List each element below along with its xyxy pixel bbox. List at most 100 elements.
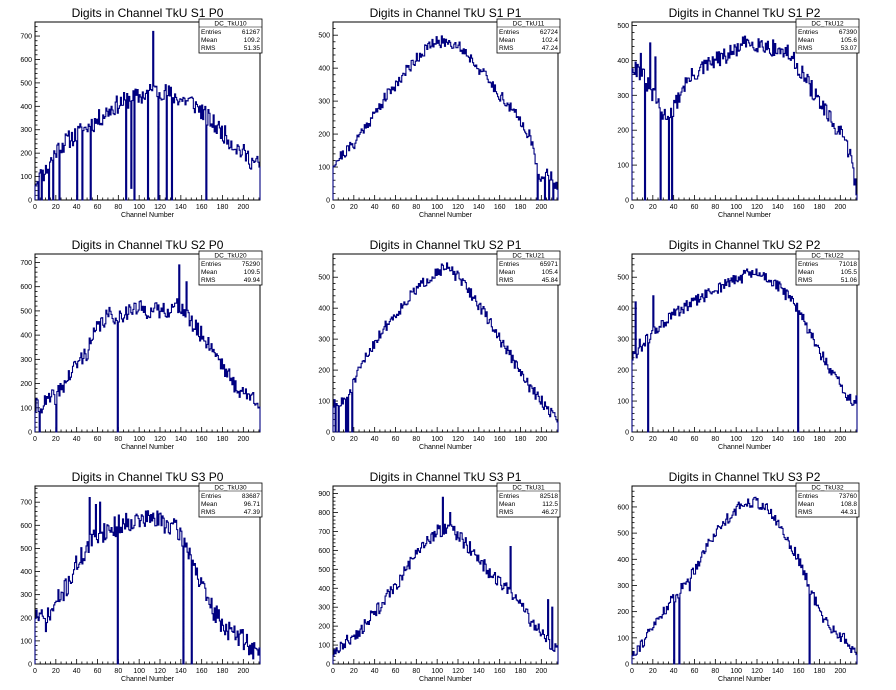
stats-rms-label: RMS: [499, 509, 514, 516]
panel-title: Digits in Channel TkU S2 P1: [370, 238, 522, 252]
y-tick-label: 200: [617, 368, 629, 375]
y-tick-label: 600: [20, 284, 32, 291]
stats-rms-value: 53.07: [841, 45, 858, 52]
x-tick-label: 120: [452, 204, 464, 211]
y-tick-label: 100: [318, 643, 330, 650]
x-tick-label: 80: [711, 436, 719, 443]
y-tick-label: 400: [318, 66, 330, 73]
y-tick-label: 400: [617, 557, 629, 564]
x-tick-label: 80: [114, 204, 122, 211]
y-tick-label: 300: [20, 592, 32, 599]
stats-rms-label: RMS: [798, 509, 813, 516]
x-axis-label: Channel Number: [419, 444, 473, 451]
stats-mean-label: Mean: [201, 37, 218, 44]
histogram-series: [34, 497, 261, 665]
stats-rms-value: 51.06: [841, 277, 858, 284]
y-tick-label: 100: [318, 165, 330, 172]
stats-rms-label: RMS: [201, 45, 216, 52]
x-tick-label: 120: [154, 204, 166, 211]
stats-entries-value: 67390: [839, 29, 857, 36]
x-tick-label: 20: [52, 204, 60, 211]
y-tick-label: 400: [318, 306, 330, 313]
y-tick-label: 0: [326, 198, 330, 205]
histogram-series: [34, 30, 261, 201]
y-tick-label: 400: [617, 58, 629, 65]
stats-name: DC_TkU32: [811, 485, 844, 492]
x-axis-label: Channel Number: [718, 676, 772, 683]
x-tick-label: 60: [392, 204, 400, 211]
x-tick-label: 120: [452, 436, 464, 443]
x-tick-label: 80: [114, 668, 122, 675]
x-tick-label: 0: [33, 204, 37, 211]
x-axis-label: Channel Number: [419, 212, 473, 219]
x-tick-label: 140: [772, 204, 784, 211]
stats-rms-label: RMS: [499, 45, 514, 52]
stats-rms-value: 44.31: [841, 509, 858, 516]
y-tick-label: 200: [318, 132, 330, 139]
histogram-series: [631, 268, 858, 433]
stats-rms-value: 46.27: [542, 509, 559, 516]
panel-title: Digits in Channel TkU S1 P2: [669, 6, 821, 20]
x-tick-label: 40: [371, 668, 379, 675]
y-tick-label: 300: [318, 337, 330, 344]
x-tick-label: 120: [751, 204, 763, 211]
stats-rms-value: 51.35: [244, 45, 261, 52]
x-tick-label: 140: [175, 668, 187, 675]
y-tick-label: 0: [625, 662, 629, 669]
stats-mean-value: 109.5: [244, 269, 261, 276]
histogram-series: [631, 496, 858, 665]
stats-box-frame: [795, 250, 860, 286]
y-tick-label: 100: [20, 638, 32, 645]
x-tick-label: 80: [711, 668, 719, 675]
stats-rms-label: RMS: [499, 277, 514, 284]
x-tick-label: 20: [649, 204, 657, 211]
x-tick-label: 180: [217, 668, 229, 675]
y-tick-label: 200: [318, 368, 330, 375]
x-tick-label: 140: [473, 668, 485, 675]
y-tick-label: 0: [625, 198, 629, 205]
x-tick-label: 100: [133, 204, 145, 211]
x-tick-label: 40: [73, 204, 81, 211]
y-tick-label: 500: [318, 567, 330, 574]
x-tick-label: 60: [392, 436, 400, 443]
x-tick-label: 100: [133, 668, 145, 675]
y-tick-label: 300: [617, 583, 629, 590]
x-tick-label: 20: [649, 436, 657, 443]
y-tick-label: 300: [617, 337, 629, 344]
stats-rms-label: RMS: [798, 277, 813, 284]
x-tick-label: 200: [237, 668, 249, 675]
histogram-panel: Digits in Channel TkU S3 P0 0 20 40 60 80 100 1…: [20, 470, 263, 683]
stats-entries-label: Entries: [798, 261, 819, 268]
x-tick-label: 160: [196, 436, 208, 443]
stats-entries-label: Entries: [798, 29, 819, 36]
y-tick-label: 600: [617, 504, 629, 511]
y-tick-label: 800: [318, 510, 330, 517]
x-axis-label: Channel Number: [121, 444, 175, 451]
x-tick-label: 60: [94, 668, 102, 675]
stats-mean-value: 112.5: [542, 501, 558, 508]
y-tick-label: 500: [20, 80, 32, 87]
x-tick-label: 180: [515, 668, 527, 675]
panel-title: Digits in Channel TkU S2 P2: [669, 238, 821, 252]
x-tick-label: 160: [196, 668, 208, 675]
y-tick-label: 300: [318, 99, 330, 106]
y-tick-label: 400: [20, 569, 32, 576]
x-tick-label: 20: [350, 436, 358, 443]
stats-rms-label: RMS: [201, 277, 216, 284]
x-tick-label: 200: [535, 436, 547, 443]
stats-mean-label: Mean: [201, 501, 218, 508]
stats-name: DC_TkU10: [214, 21, 247, 28]
x-tick-label: 200: [834, 436, 846, 443]
y-tick-label: 700: [20, 260, 32, 267]
x-tick-label: 140: [473, 204, 485, 211]
stats-name: DC_TkU11: [513, 21, 545, 28]
stats-box-frame: [496, 482, 561, 518]
x-tick-label: 120: [751, 668, 763, 675]
x-axis-label: Channel Number: [121, 212, 175, 219]
stats-mean-label: Mean: [499, 501, 516, 508]
y-tick-label: 500: [20, 546, 32, 553]
